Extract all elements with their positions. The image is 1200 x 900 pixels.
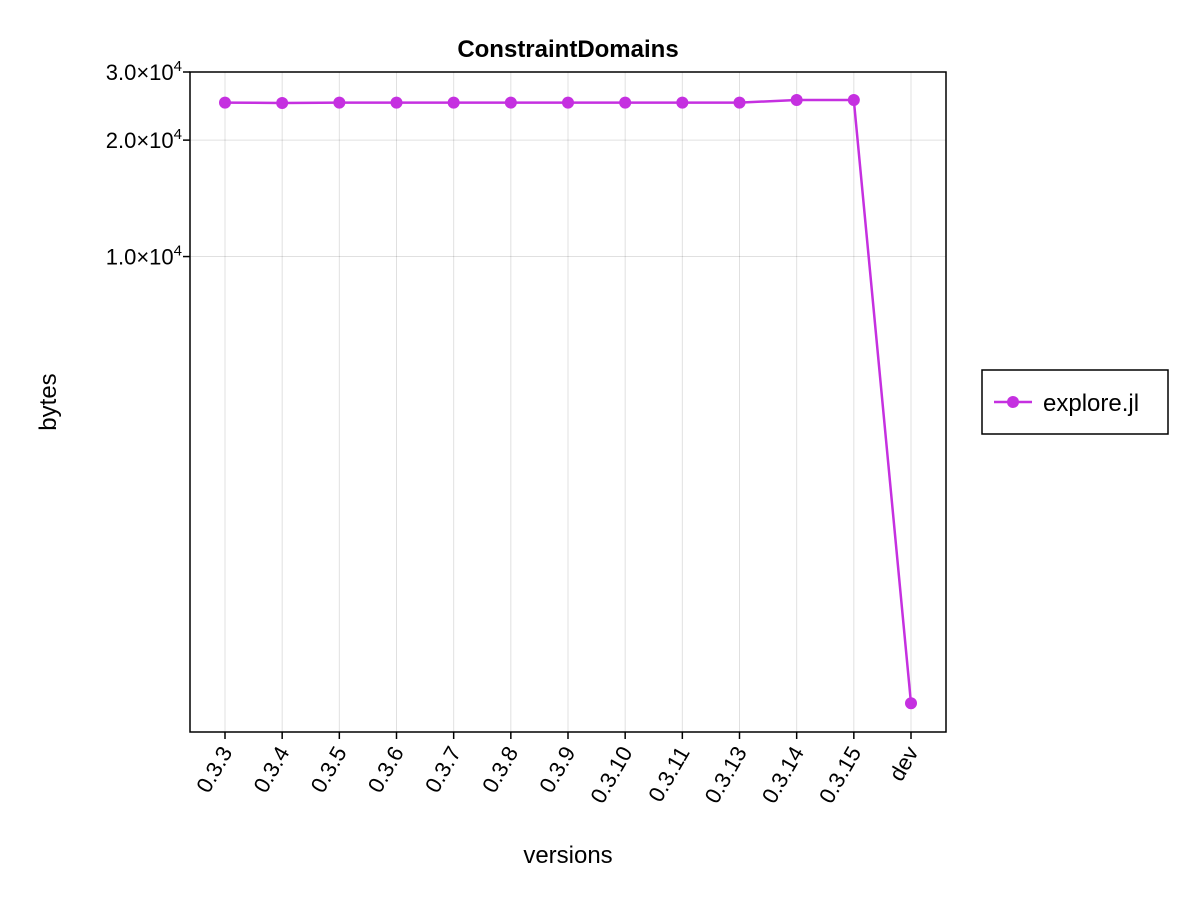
legend-label: explore.jl <box>1043 390 1139 417</box>
y-tick-exponent: 4 <box>174 58 182 75</box>
legend-point-marker <box>1007 396 1019 408</box>
series-layer <box>219 93 917 710</box>
data-point <box>276 96 289 109</box>
y-tick-exponent: 4 <box>174 243 182 260</box>
data-point <box>390 96 403 109</box>
y-tick-label: 3.0×104 <box>106 58 182 85</box>
y-tick-mantissa: 1.0×10 <box>106 245 174 270</box>
y-tick-exponent: 4 <box>174 126 182 143</box>
data-point <box>790 93 803 106</box>
data-point <box>847 93 860 106</box>
legend: explore.jl <box>981 369 1169 435</box>
data-point <box>447 96 460 109</box>
data-point <box>676 96 689 109</box>
data-point <box>905 697 917 710</box>
y-tick-label: 1.0×104 <box>106 243 182 270</box>
y-axis-title: bytes <box>35 373 62 430</box>
x-axis-title: versions <box>523 842 612 869</box>
data-point <box>333 96 346 109</box>
y-tick-mantissa: 3.0×10 <box>106 60 174 85</box>
y-tick-label: 2.0×104 <box>106 126 182 153</box>
chart-title: ConstraintDomains <box>457 36 678 63</box>
y-tick-mantissa: 2.0×10 <box>106 128 174 153</box>
data-point <box>733 96 746 109</box>
data-point <box>562 96 574 109</box>
data-point <box>504 96 517 109</box>
data-point <box>219 96 231 109</box>
data-point <box>619 96 632 109</box>
